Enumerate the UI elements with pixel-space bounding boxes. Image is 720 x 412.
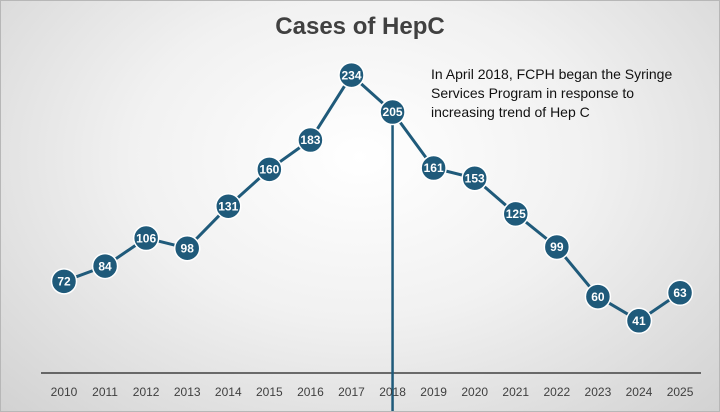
data-label: 125: [506, 207, 526, 221]
data-point: [215, 192, 242, 220]
data-label: 84: [98, 259, 112, 273]
data-point: [461, 164, 488, 192]
data-label: 60: [591, 290, 605, 304]
x-tick-label: 2013: [174, 385, 201, 399]
data-point: [420, 154, 447, 182]
data-label: 131: [218, 199, 238, 213]
data-point: [502, 200, 530, 228]
data-point: [625, 307, 653, 335]
x-tick-label: 2022: [543, 385, 570, 399]
x-tick-label: 2010: [51, 385, 78, 399]
data-point: [379, 98, 406, 126]
data-point: [256, 156, 283, 183]
x-tick-label: 2014: [215, 385, 242, 399]
data-label: 160: [259, 163, 279, 177]
data-label: 183: [300, 133, 320, 147]
x-tick-label: 2017: [338, 385, 365, 399]
data-label: 98: [181, 241, 195, 255]
data-point: [173, 234, 201, 262]
x-tick-label: 2016: [297, 385, 324, 399]
data-label: 41: [632, 314, 646, 328]
series-line: [63, 73, 681, 323]
data-point: [50, 268, 78, 295]
x-tick-label: 2018: [379, 385, 406, 399]
data-point: [666, 279, 694, 307]
data-label: 99: [550, 240, 564, 254]
x-tick-label: 2023: [585, 385, 612, 399]
x-tick-label: 2025: [667, 385, 694, 399]
data-label: 63: [673, 286, 687, 300]
data-label: 106: [136, 231, 156, 245]
x-tick-label: 2020: [461, 385, 488, 399]
x-tick-label: 2011: [92, 385, 118, 399]
data-point: [91, 252, 119, 280]
x-tick-label: 2021: [502, 385, 529, 399]
x-tick-label: 2024: [626, 385, 653, 399]
data-label: 153: [465, 171, 485, 185]
data-label: 205: [383, 105, 403, 119]
x-tick-label: 2015: [256, 385, 283, 399]
data-label: 72: [57, 275, 71, 289]
data-point: [543, 233, 571, 261]
chart-title: Cases of HepC: [275, 13, 445, 40]
data-point: [584, 283, 612, 310]
data-label: 234: [341, 68, 361, 82]
data-point: [297, 126, 324, 154]
data-label: 161: [424, 161, 444, 175]
x-tick-label: 2019: [420, 385, 447, 399]
data-point: [338, 61, 365, 89]
annotation-text: In April 2018, FCPH began the Syringe Se…: [431, 66, 673, 120]
data-point: [132, 224, 160, 252]
x-tick-label: 2012: [133, 385, 160, 399]
